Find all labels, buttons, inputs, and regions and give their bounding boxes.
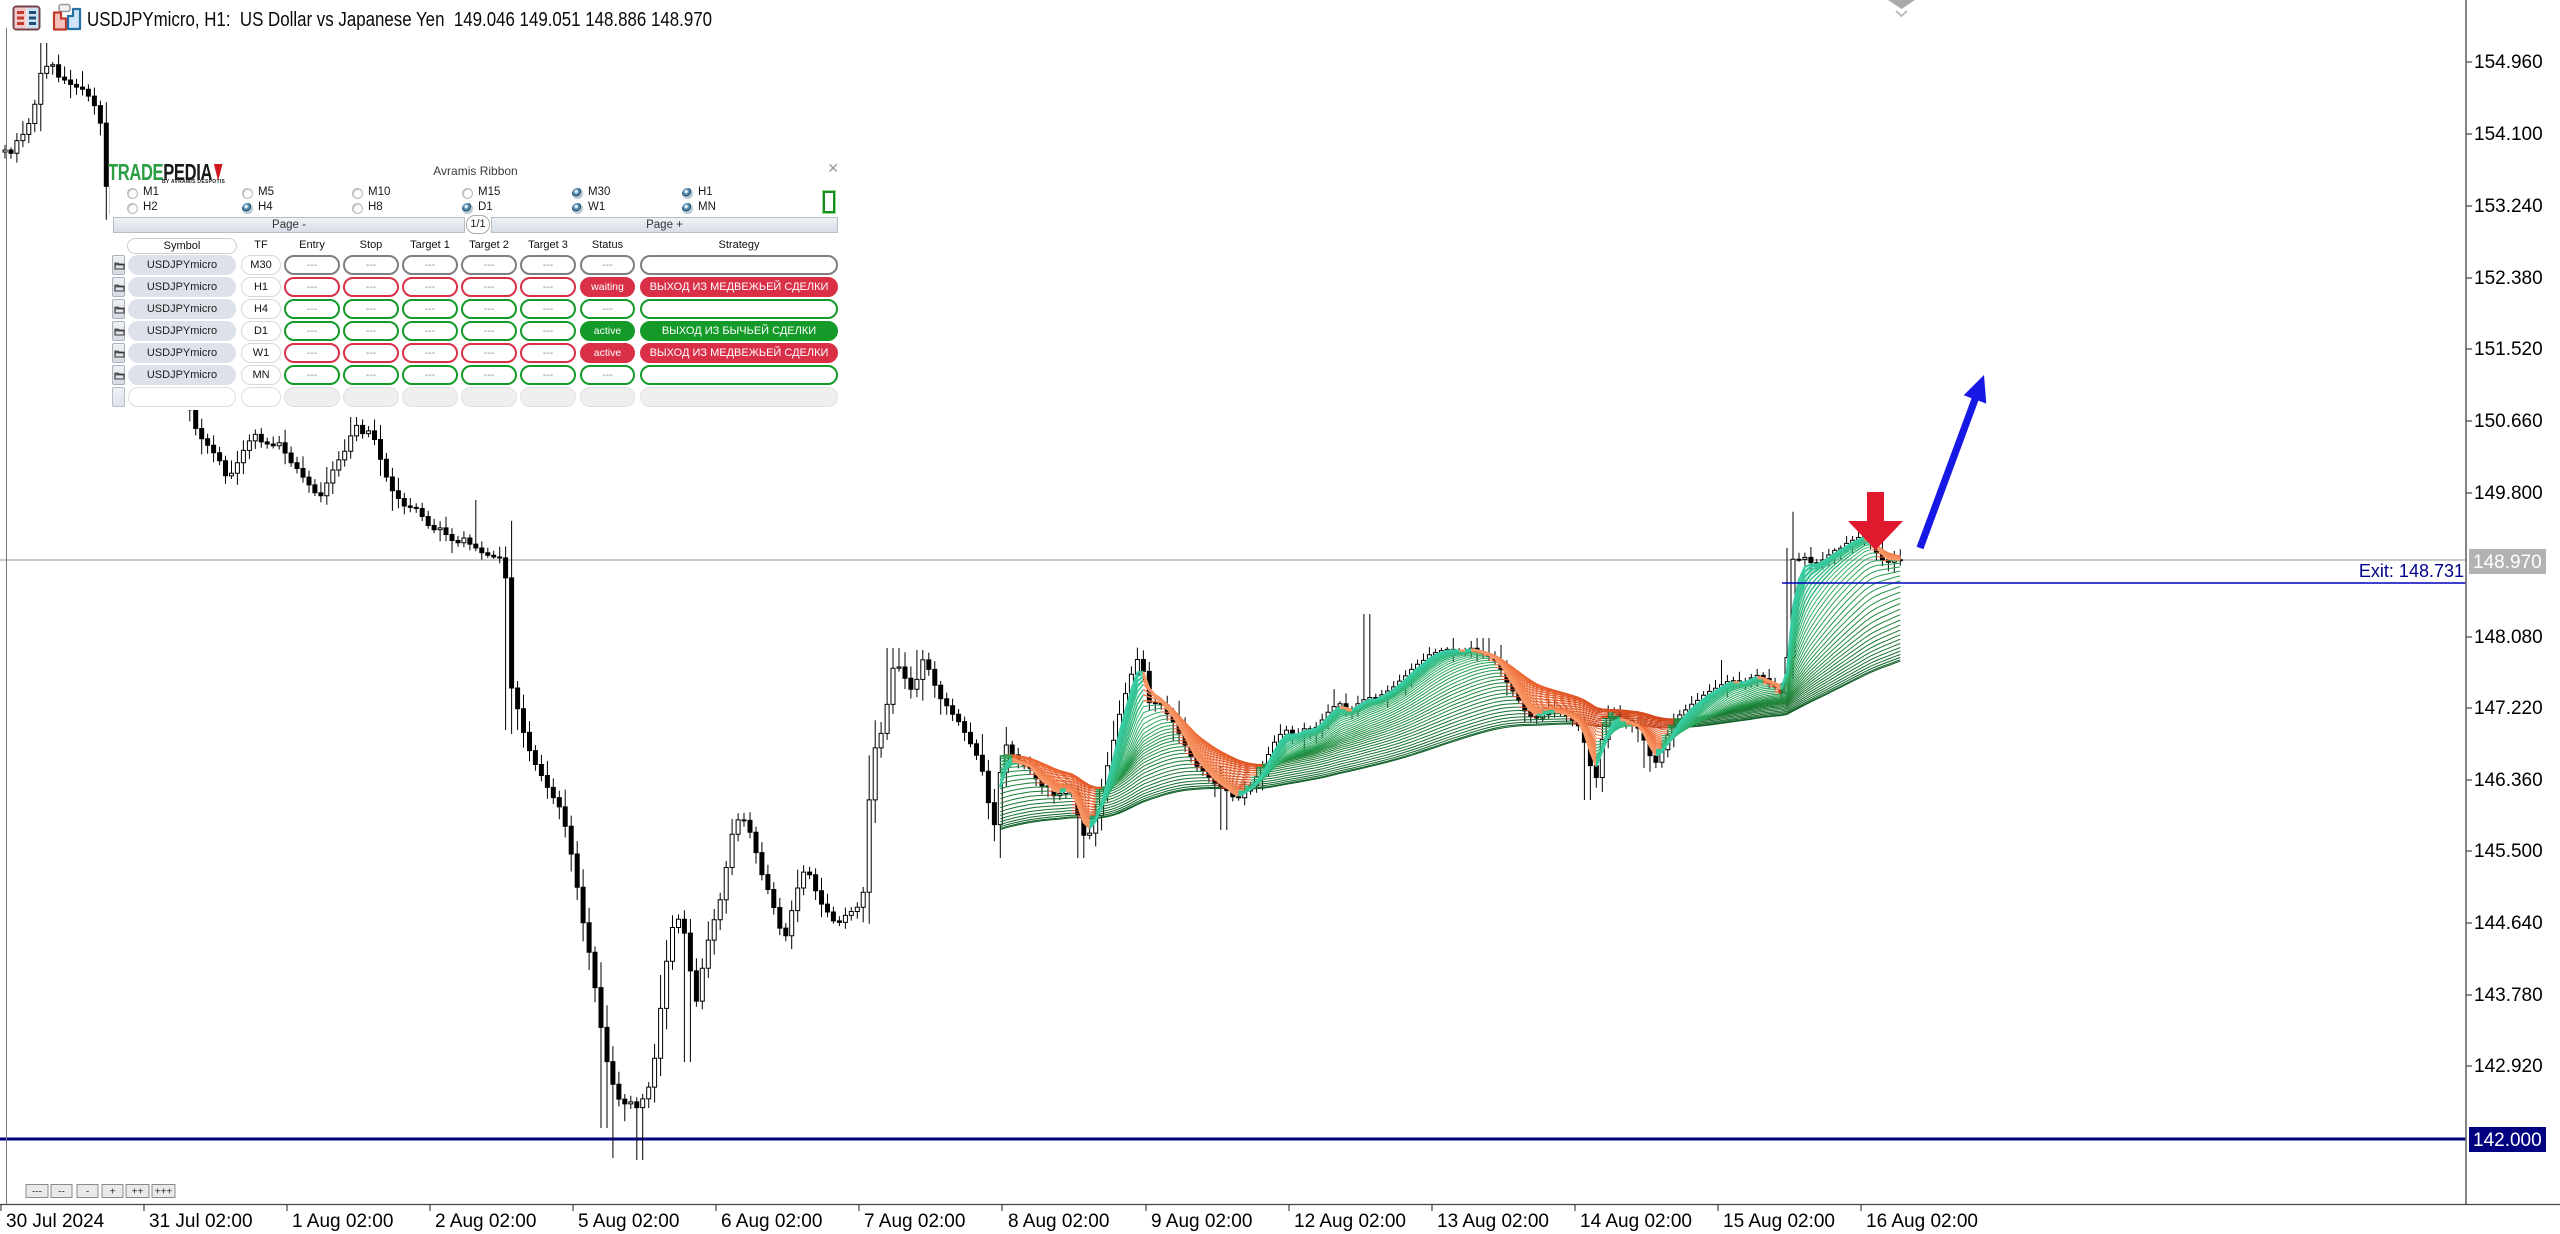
svg-text:142.000: 142.000 (2473, 1130, 2542, 1151)
svg-text:-: - (86, 1187, 89, 1198)
svg-text:8 Aug 02:00: 8 Aug 02:00 (1008, 1211, 1109, 1232)
svg-text:14 Aug 02:00: 14 Aug 02:00 (1580, 1211, 1692, 1232)
svg-text:16 Aug 02:00: 16 Aug 02:00 (1866, 1211, 1978, 1232)
svg-text:148.080: 148.080 (2474, 627, 2543, 648)
svg-text:+: + (110, 1187, 116, 1198)
svg-text:142.920: 142.920 (2474, 1056, 2543, 1077)
svg-text:146.360: 146.360 (2474, 770, 2543, 791)
svg-text:7 Aug 02:00: 7 Aug 02:00 (864, 1211, 965, 1232)
svg-text:12 Aug 02:00: 12 Aug 02:00 (1294, 1211, 1406, 1232)
svg-text:++: ++ (132, 1187, 144, 1198)
svg-text:153.240: 153.240 (2474, 196, 2543, 217)
svg-text:147.220: 147.220 (2474, 698, 2543, 719)
svg-text:30 Jul 2024: 30 Jul 2024 (6, 1211, 105, 1232)
svg-text:15 Aug 02:00: 15 Aug 02:00 (1723, 1211, 1835, 1232)
svg-text:9 Aug 02:00: 9 Aug 02:00 (1151, 1211, 1252, 1232)
svg-text:6 Aug 02:00: 6 Aug 02:00 (721, 1211, 822, 1232)
svg-text:+++: +++ (155, 1187, 173, 1198)
svg-text:149.800: 149.800 (2474, 483, 2543, 504)
svg-text:152.380: 152.380 (2474, 268, 2543, 289)
svg-text:154.100: 154.100 (2474, 124, 2543, 145)
svg-text:2 Aug 02:00: 2 Aug 02:00 (435, 1211, 536, 1232)
svg-text:---: --- (32, 1187, 42, 1198)
svg-text:144.640: 144.640 (2474, 913, 2543, 934)
svg-text:143.780: 143.780 (2474, 985, 2543, 1006)
svg-text:Exit: 148.731: Exit: 148.731 (2359, 561, 2464, 581)
svg-text:1 Aug 02:00: 1 Aug 02:00 (292, 1211, 393, 1232)
svg-text:USDJPYmicro, H1: US Dollar vs: USDJPYmicro, H1: US Dollar vs Japanese Y… (87, 8, 712, 31)
svg-text:31 Jul 02:00: 31 Jul 02:00 (149, 1211, 253, 1232)
svg-text:150.660: 150.660 (2474, 411, 2543, 432)
svg-text:--: -- (58, 1187, 65, 1198)
svg-text:148.970: 148.970 (2473, 552, 2542, 573)
svg-text:154.960: 154.960 (2474, 52, 2543, 73)
svg-text:151.520: 151.520 (2474, 339, 2543, 360)
svg-text:5 Aug 02:00: 5 Aug 02:00 (578, 1211, 679, 1232)
svg-text:13 Aug 02:00: 13 Aug 02:00 (1437, 1211, 1549, 1232)
svg-text:145.500: 145.500 (2474, 841, 2543, 862)
